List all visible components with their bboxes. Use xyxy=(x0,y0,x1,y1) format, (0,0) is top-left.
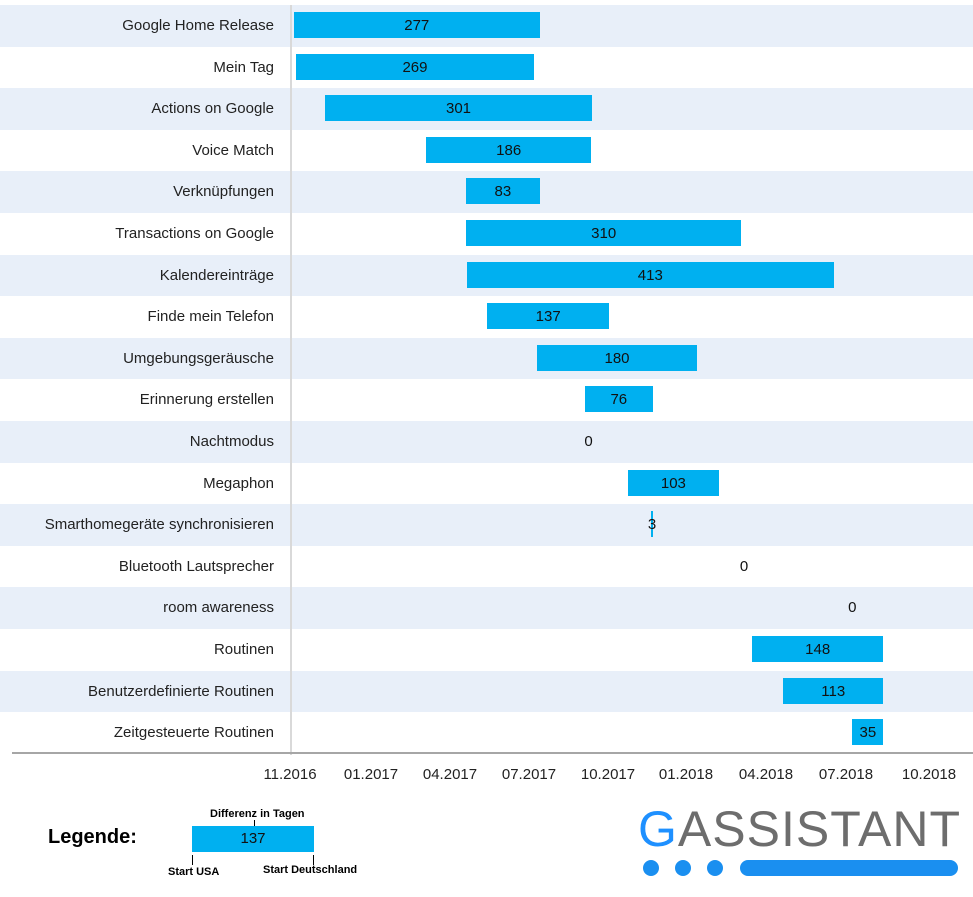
x-tick-label: 01.2017 xyxy=(343,766,399,783)
legend-left-tick xyxy=(192,855,193,865)
x-tick-label: 01.2018 xyxy=(658,766,714,783)
task-duration-label: 277 xyxy=(404,17,430,34)
task-duration-label: 180 xyxy=(604,349,630,367)
legend-top-label: Differenz in Tagen xyxy=(210,808,305,820)
task-bar xyxy=(466,220,742,246)
task-duration-label: 83 xyxy=(494,183,512,201)
x-axis-line xyxy=(12,752,973,754)
task-row: Mein Tag 269 xyxy=(0,47,973,89)
task-label: Voice Match xyxy=(192,141,274,159)
task-row: Voice Match 186 xyxy=(0,130,973,172)
task-bar xyxy=(751,636,884,662)
task-row: Benutzerdefinierte Routinen 113 xyxy=(0,670,973,713)
task-duration-label: 413 xyxy=(637,266,663,284)
task-bar xyxy=(487,303,609,330)
task-duration-label: 3 xyxy=(647,516,657,534)
task-bar xyxy=(537,344,697,371)
task-label: Transactions on Google xyxy=(115,225,274,242)
task-label: Bluetooth Lautsprecher xyxy=(118,557,274,575)
task-row: Verknüpfungen 83 xyxy=(0,171,973,213)
task-label: Smarthomegeräte synchronisieren xyxy=(44,516,274,534)
y-axis-line xyxy=(290,5,292,755)
x-tick-label: 10.2018 xyxy=(901,766,957,783)
x-tick-label: 10.2017 xyxy=(580,766,636,783)
legend-title: Legende: xyxy=(48,826,137,848)
logo-g: G xyxy=(638,801,678,857)
x-tick-label: 04.2018 xyxy=(738,766,794,783)
task-label: Kalendereinträge xyxy=(159,266,274,284)
x-tick-label: 07.2018 xyxy=(818,766,874,783)
task-duration-label: 269 xyxy=(402,58,428,76)
task-row: Zeitgesteuerte Routinen 35 xyxy=(0,712,973,754)
legend-example-bar: 137 xyxy=(192,826,314,852)
task-bar xyxy=(295,53,535,80)
task-bar xyxy=(783,677,884,704)
task-duration-label: 0 xyxy=(848,599,857,617)
task-label: Routinen xyxy=(213,641,274,658)
task-bar xyxy=(585,386,653,413)
task-row: Finde mein Telefon 137 xyxy=(0,296,973,338)
task-bar xyxy=(627,469,720,496)
x-tick-label: 04.2017 xyxy=(422,766,478,783)
task-bar xyxy=(650,511,654,538)
task-label: Mein Tag xyxy=(213,58,274,76)
x-tick-label: 07.2017 xyxy=(501,766,557,783)
legend-top-tick xyxy=(254,820,255,828)
gassistant-logo: GASSISTANT xyxy=(638,800,961,858)
task-label: Verknüpfungen xyxy=(173,183,274,201)
task-row: Megaphon 103 xyxy=(0,463,973,505)
task-row: Routinen 148 xyxy=(0,629,973,671)
task-row: Umgebungsgeräusche 180 xyxy=(0,337,973,380)
task-label: room awareness xyxy=(163,599,274,617)
task-duration-label: 148 xyxy=(805,641,831,658)
task-bar xyxy=(466,261,834,288)
task-bar xyxy=(852,719,884,746)
task-duration-label: 310 xyxy=(591,225,617,242)
task-label: Erinnerung erstellen xyxy=(139,391,274,409)
logo-dot xyxy=(707,860,723,876)
task-row: Kalendereinträge 413 xyxy=(0,254,973,297)
task-label: Google Home Release xyxy=(122,17,274,34)
legend-right-tick xyxy=(313,855,314,865)
task-duration-label: 103 xyxy=(660,474,686,492)
task-duration-label: 35 xyxy=(859,724,877,742)
task-row: Actions on Google 301 xyxy=(0,88,973,130)
task-duration-label: 0 xyxy=(584,433,593,450)
task-row: Smarthomegeräte synchronisieren 3 xyxy=(0,504,973,546)
task-row: Erinnerung erstellen 76 xyxy=(0,379,973,421)
task-row: Bluetooth Lautsprecher 0 xyxy=(0,546,973,588)
logo-dot xyxy=(643,860,659,876)
task-duration-label: 76 xyxy=(610,391,628,409)
task-label: Zeitgesteuerte Routinen xyxy=(113,724,274,742)
task-label: Umgebungsgeräusche xyxy=(123,349,274,367)
task-bar xyxy=(293,12,540,38)
task-label: Benutzerdefinierte Routinen xyxy=(88,682,274,700)
task-label: Finde mein Telefon xyxy=(147,308,274,326)
task-row: Google Home Release 277 xyxy=(0,5,973,47)
legend-right-label: Start Deutschland xyxy=(263,864,358,876)
task-row: room awareness 0 xyxy=(0,587,973,629)
legend-left-label: Start USA xyxy=(168,866,220,878)
task-duration-label: 137 xyxy=(535,308,561,326)
task-duration-label: 186 xyxy=(496,141,522,159)
task-duration-label: 113 xyxy=(821,682,846,700)
task-duration-label: 0 xyxy=(739,557,749,575)
task-bar xyxy=(466,178,540,205)
logo-text: ASSISTANT xyxy=(677,801,962,857)
task-bar xyxy=(426,136,592,163)
task-label: Megaphon xyxy=(203,474,274,492)
task-row: Nachtmodus 0 xyxy=(0,421,973,463)
logo-dot xyxy=(675,860,691,876)
task-label: Nachtmodus xyxy=(189,433,274,450)
task-label: Actions on Google xyxy=(151,100,274,118)
task-bar xyxy=(324,95,593,122)
task-row: Transactions on Google 310 xyxy=(0,213,973,255)
x-tick-label: 11.2016 xyxy=(263,766,317,783)
logo-bar xyxy=(740,860,958,876)
task-duration-label: 301 xyxy=(445,100,472,118)
